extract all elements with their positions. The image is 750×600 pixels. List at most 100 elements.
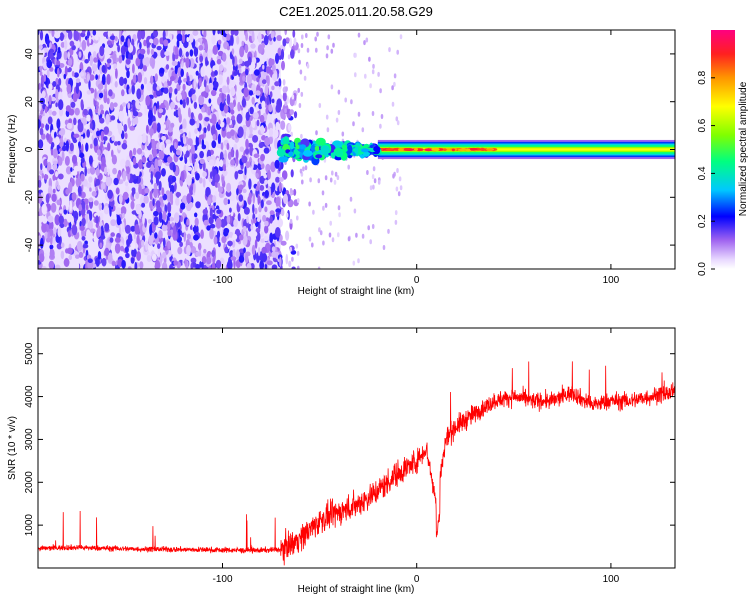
heatmap-cell bbox=[109, 102, 114, 111]
heatmap-cell bbox=[173, 212, 180, 224]
heatmap-cell bbox=[148, 154, 153, 162]
heatmap-cell bbox=[446, 148, 451, 151]
heatmap-cell bbox=[40, 237, 44, 249]
heatmap-cell bbox=[218, 74, 223, 86]
colorbar-tick-label: 0.0 bbox=[697, 262, 708, 276]
heatmap-cell bbox=[107, 252, 113, 263]
heatmap-cell bbox=[210, 89, 217, 97]
heatmap-cell bbox=[176, 33, 183, 42]
heatmap-cell bbox=[209, 223, 216, 229]
heatmap-cell bbox=[207, 48, 213, 59]
heatmap-cell bbox=[89, 165, 96, 175]
heatmap-cell bbox=[241, 155, 248, 164]
heatmap-cell bbox=[66, 122, 73, 130]
heatmap-cell bbox=[166, 117, 169, 128]
heatmap-cell bbox=[214, 77, 217, 82]
heatmap-cell bbox=[287, 209, 290, 221]
heatmap-cell bbox=[146, 35, 152, 46]
heatmap-cell bbox=[86, 129, 90, 138]
heatmap-cell bbox=[115, 187, 120, 195]
heatmap-cell bbox=[212, 45, 218, 55]
heatmap-cell bbox=[58, 63, 65, 68]
heatmap-cell bbox=[209, 228, 215, 240]
heatmap-cell bbox=[338, 212, 341, 218]
heatmap-cell bbox=[65, 188, 70, 195]
heatmap-cell bbox=[398, 148, 403, 151]
heatmap-cell bbox=[121, 142, 128, 150]
heatmap-cell bbox=[203, 248, 207, 254]
heatmap-cell bbox=[325, 114, 329, 120]
heatmap-cell bbox=[217, 50, 224, 57]
heatmap-cell bbox=[398, 176, 402, 182]
heatmap-cell bbox=[114, 237, 121, 243]
heatmap-cell bbox=[195, 135, 200, 147]
heatmap-cell bbox=[124, 181, 129, 187]
heatmap-cell bbox=[186, 75, 190, 84]
heatmap-cell bbox=[103, 205, 110, 215]
heatmap-cell bbox=[424, 148, 433, 152]
colorbar-gradient bbox=[711, 30, 735, 269]
heatmap-cell bbox=[155, 171, 161, 180]
heatmap-cell bbox=[325, 53, 329, 59]
heatmap-cell bbox=[91, 191, 97, 197]
heatmap-cell bbox=[218, 186, 223, 193]
heatmap-cell bbox=[217, 133, 221, 145]
heatmap-cell bbox=[238, 194, 244, 202]
heatmap-cell bbox=[124, 246, 129, 254]
heatmap-cell bbox=[226, 142, 230, 150]
heatmap-cell bbox=[60, 250, 65, 260]
heatmap-cell bbox=[190, 232, 194, 239]
heatmap-cell bbox=[39, 127, 44, 136]
heatmap-cell bbox=[115, 68, 118, 79]
heatmap-cell bbox=[226, 33, 231, 41]
heatmap-cell bbox=[154, 73, 158, 82]
heatmap-cell bbox=[291, 266, 296, 269]
heatmap-cell bbox=[341, 144, 348, 150]
heatmap-cell bbox=[289, 141, 295, 150]
heatmap-cell bbox=[357, 32, 361, 38]
heatmap-cell bbox=[277, 47, 282, 56]
heatmap-cell bbox=[59, 223, 65, 229]
heatmap-cell bbox=[226, 215, 231, 224]
heatmap-cell bbox=[352, 260, 356, 266]
heatmap-cell bbox=[174, 53, 179, 60]
colorbar-tick-label: 0.8 bbox=[697, 70, 708, 84]
heatmap-cell bbox=[113, 177, 119, 186]
heatmap-cell bbox=[111, 135, 115, 142]
heatmap-cell bbox=[67, 93, 72, 98]
heatmap-cell bbox=[195, 39, 198, 48]
heatmap-cell bbox=[366, 170, 369, 175]
heatmap-cell bbox=[134, 168, 139, 177]
heatmap-cell bbox=[182, 212, 186, 217]
heatmap-cell bbox=[44, 148, 49, 155]
heatmap-cell bbox=[38, 194, 43, 204]
heatmap-cell bbox=[238, 234, 244, 241]
heatmap-cell bbox=[239, 46, 245, 58]
heatmap-cell bbox=[244, 166, 247, 176]
heatmap-cell bbox=[223, 207, 229, 217]
heatmap-cell bbox=[58, 99, 64, 111]
heatmap-cell bbox=[71, 170, 78, 176]
heatmap-cell bbox=[175, 149, 181, 156]
heatmap-cell bbox=[211, 34, 216, 45]
heatmap-cell bbox=[285, 86, 288, 92]
heatmap-cell bbox=[396, 168, 399, 173]
heatmap-cell bbox=[47, 116, 53, 125]
heatmap-cell bbox=[284, 101, 288, 107]
heatmap-cell bbox=[285, 253, 289, 265]
heatmap-cell bbox=[188, 201, 194, 208]
heatmap-cell bbox=[149, 200, 153, 209]
heatmap-cell bbox=[50, 148, 54, 156]
heatmap-cell bbox=[238, 255, 245, 263]
heatmap-cell bbox=[69, 40, 75, 47]
heatmap-cell bbox=[182, 133, 186, 143]
heatmap-cell bbox=[162, 210, 167, 221]
heatmap-cell bbox=[181, 30, 186, 36]
heatmap-cell bbox=[113, 205, 116, 212]
heatmap-cell bbox=[202, 177, 206, 188]
heatmap-cell bbox=[270, 31, 275, 39]
heatmap-cell bbox=[248, 192, 252, 200]
heatmap-y-axis-label: Frequency (Hz) bbox=[7, 115, 18, 184]
heatmap-cell bbox=[223, 227, 230, 235]
heatmap-cell bbox=[150, 170, 153, 181]
